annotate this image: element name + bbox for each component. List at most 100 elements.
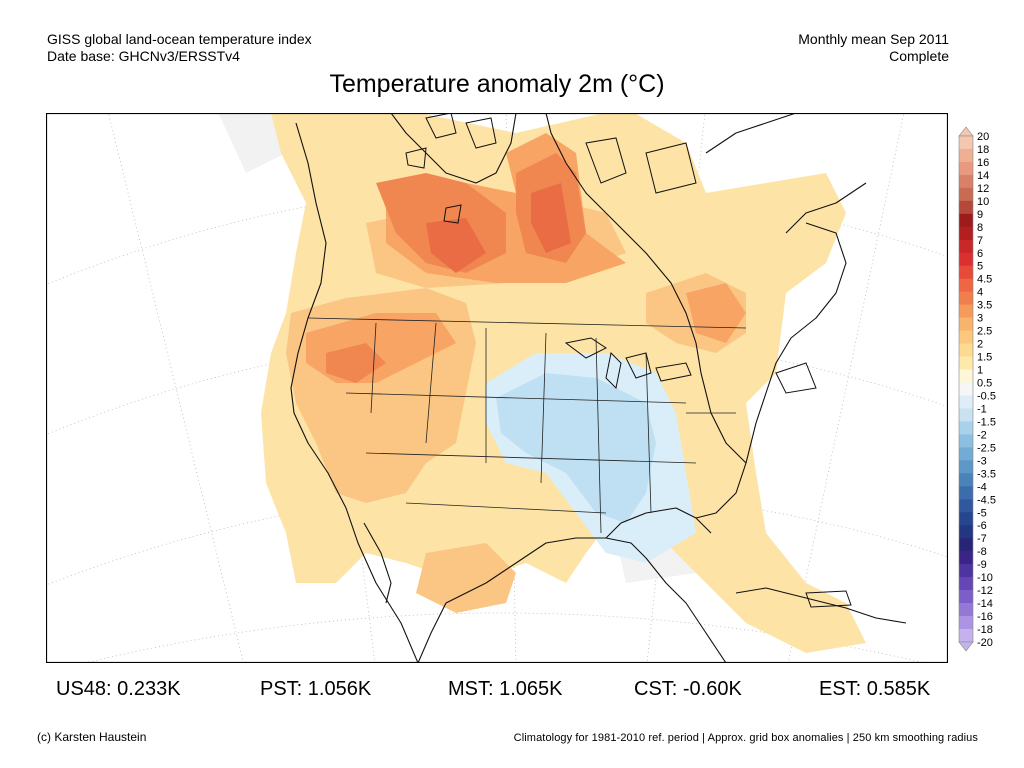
period-label: Monthly mean Sep 2011: [798, 31, 949, 47]
anomaly-field-cool-mid: [496, 373, 656, 523]
colorbar-tick-label: -3: [977, 455, 987, 467]
colorbar-swatch: [959, 512, 973, 526]
colorbar-tick-label: 1: [977, 365, 983, 377]
colorbar-swatch: [959, 486, 973, 500]
colorbar-tick-label: 2: [977, 339, 983, 351]
stat-us48: US48: 0.233K: [56, 678, 181, 700]
colorbar-tick-label: -9: [977, 559, 987, 571]
colorbar-tick-label: -2.5: [977, 442, 996, 454]
stat-cst: CST: -0.60K: [634, 678, 742, 700]
colorbar-tick-label: 1.5: [977, 352, 992, 364]
map-frame: [46, 113, 948, 663]
coastlines: [290, 113, 907, 663]
colorbar-swatch: [959, 200, 973, 215]
lakes: [405, 147, 692, 390]
colorbar-tick-label: 2.5: [977, 326, 992, 338]
regional-stats: US48: 0.233K PST: 1.056K MST: 1.065K CST…: [46, 678, 966, 706]
colorbar-tick-label: -1: [977, 403, 987, 415]
colorbar-swatch: [959, 330, 973, 344]
colorbar-tick-label: 6: [977, 248, 983, 260]
colorbar-tick-label: 12: [977, 183, 989, 195]
header-right: Monthly mean Sep 2011 Complete: [798, 31, 949, 65]
colorbar-swatch: [959, 304, 973, 318]
colorbar-tick-label: 20: [977, 131, 989, 143]
colorbar-swatch: [959, 136, 973, 150]
header-left: GISS global land-ocean temperature index…: [47, 31, 312, 65]
colorbar-tick-label: 10: [977, 196, 989, 208]
methodology-note: Climatology for 1981-2010 ref. period | …: [513, 732, 978, 744]
colorbar-tick-label: -6: [977, 520, 987, 532]
colorbar-tick-label: -1.5: [977, 416, 996, 428]
colorbar-swatch: [959, 616, 973, 630]
colorbar-swatch: [959, 447, 973, 461]
dataset-title: GISS global land-ocean temperature index: [47, 31, 312, 47]
colorbar-tick-label: -2: [977, 429, 987, 441]
colorbar-swatch: [959, 434, 973, 448]
colorbar-tick-label: -18: [977, 624, 993, 636]
colorbar-tick-label: 4.5: [977, 274, 992, 286]
colorbar-swatch: [959, 382, 973, 396]
colorbar-tick-label: -16: [977, 611, 993, 623]
colorbar-swatch: [959, 525, 973, 539]
colorbar-swatch: [959, 551, 973, 565]
colorbar-swatch: [959, 239, 973, 254]
map-title: Temperature anomaly 2m (°C): [329, 70, 665, 98]
colorbar-swatch: [959, 564, 973, 578]
colorbar-swatch: [959, 161, 973, 176]
colorbar-tick-label: -8: [977, 546, 987, 558]
colorbar-swatch: [959, 460, 973, 474]
colorbar-tick-label: 5: [977, 261, 983, 273]
colorbar-swatch: [959, 252, 973, 267]
colorbar-swatch: [959, 369, 973, 383]
colorbar-swatch: [959, 473, 973, 487]
data-base-label: Date base: GHCNv3/ERSSTv4: [47, 48, 240, 64]
colorbar-swatch: [959, 291, 973, 305]
colorbar-swatch: [959, 590, 973, 604]
colorbar-tick-label: -5: [977, 507, 987, 519]
colorbar-swatch: [959, 395, 973, 409]
colorbar-swatch: [959, 187, 973, 202]
copyright: (c) Karsten Haustein: [37, 730, 147, 744]
colorbar-tick-label: 7: [977, 235, 983, 247]
colorbar-tick-label: -4: [977, 481, 987, 493]
colorbar-tick-label: -20: [977, 637, 993, 649]
colorbar-swatch: [959, 343, 973, 357]
colorbar-tick-label: 8: [977, 222, 983, 234]
colorbar-tick-label: 18: [977, 144, 989, 156]
colorbar-tick-label: -10: [977, 572, 993, 584]
colorbar: 201816141210987654.543.532.521.510.5-0.5…: [958, 126, 996, 652]
colorbar-swatch: [959, 499, 973, 513]
colorbar-swatch: [959, 278, 973, 292]
colorbar-swatch: [959, 317, 973, 331]
colorbar-extend-bottom: [958, 641, 974, 652]
colorbar-swatch: [959, 538, 973, 552]
stat-pst: PST: 1.056K: [260, 678, 372, 700]
colorbar-swatch: [959, 148, 973, 163]
colorbar-swatch: [959, 356, 973, 370]
colorbar-swatch: [959, 577, 973, 591]
colorbar-swatch: [959, 421, 973, 435]
colorbar-swatch: [959, 265, 973, 280]
anomaly-field-hot-peak: [426, 183, 571, 273]
colorbar-tick-label: -3.5: [977, 468, 996, 480]
colorbar-swatch: [959, 629, 973, 643]
colorbar-swatch: [959, 213, 973, 228]
colorbar-swatch: [959, 408, 973, 422]
stat-mst: MST: 1.065K: [448, 678, 563, 700]
stat-est: EST: 0.585K: [819, 678, 931, 700]
colorbar-tick-label: -12: [977, 585, 993, 597]
colorbar-tick-label: -7: [977, 533, 987, 545]
colorbar-tick-label: 14: [977, 170, 989, 182]
state-borders: [307, 317, 747, 534]
colorbar-swatch: [959, 226, 973, 241]
colorbar-tick-label: 0.5: [977, 378, 992, 390]
colorbar-tick-label: 3: [977, 313, 983, 325]
colorbar-tick-label: 9: [977, 209, 983, 221]
completeness-label: Complete: [889, 48, 949, 64]
colorbar-extend-top: [958, 126, 974, 137]
colorbar-tick-label: -14: [977, 598, 993, 610]
colorbar-tick-label: -4.5: [977, 494, 996, 506]
colorbar-tick-label: 16: [977, 157, 989, 169]
colorbar-swatch: [959, 174, 973, 189]
temperature-anomaly-map: [46, 113, 948, 663]
